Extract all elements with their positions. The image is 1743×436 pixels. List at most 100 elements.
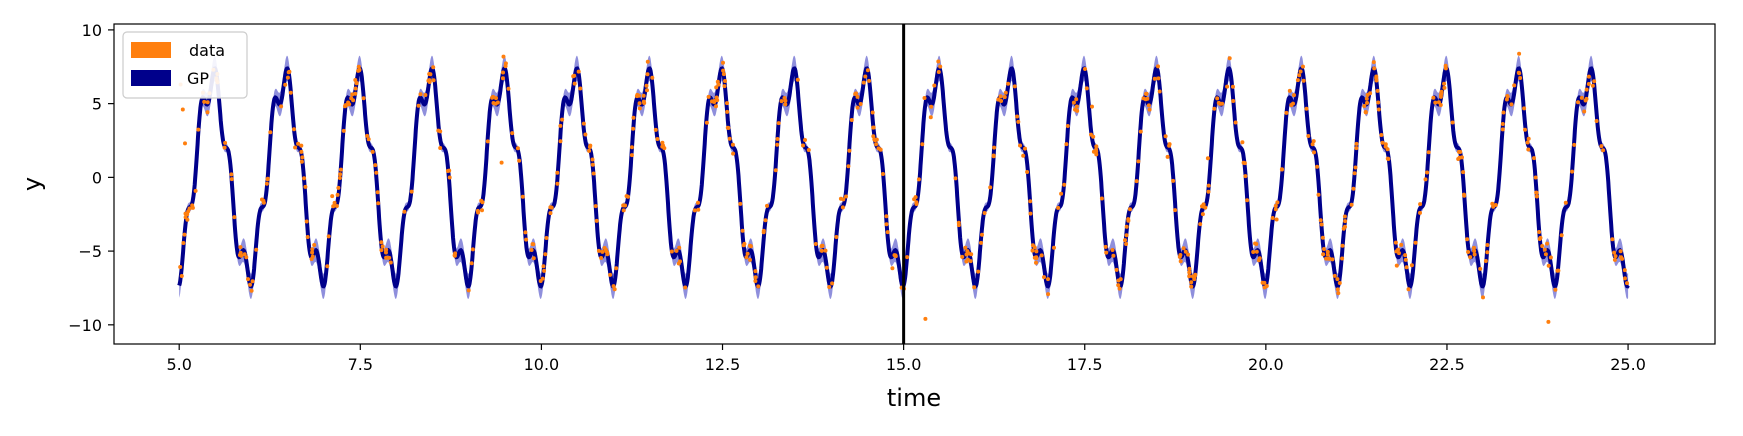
- data-point: [726, 126, 731, 130]
- data-point: [1559, 233, 1564, 238]
- data-point: [1016, 119, 1021, 124]
- data-point: [1326, 256, 1331, 261]
- data-point: [1187, 270, 1192, 275]
- data-point: [1403, 257, 1408, 262]
- data-point: [1613, 254, 1618, 259]
- data-point: [548, 211, 553, 216]
- data-point: [1156, 76, 1161, 81]
- data-point: [748, 257, 752, 262]
- data-point: [379, 240, 384, 245]
- data-point: [844, 194, 848, 199]
- data-point: [1409, 263, 1414, 268]
- data-point: [376, 201, 381, 206]
- data-point: [416, 103, 421, 108]
- data-point: [623, 203, 628, 208]
- data-point: [249, 288, 254, 293]
- data-point: [753, 279, 758, 283]
- data-point: [621, 208, 626, 213]
- data-point: [470, 247, 475, 252]
- data-point: [1418, 202, 1423, 207]
- data-point: [1126, 217, 1131, 222]
- data-point: [1178, 259, 1183, 264]
- data-point: [1200, 204, 1204, 209]
- data-point: [438, 146, 443, 150]
- data-point: [801, 143, 805, 148]
- data-point: [1375, 88, 1380, 93]
- data-point: [375, 190, 380, 195]
- data-point: [350, 92, 355, 97]
- legend-swatch-gp: [131, 70, 171, 86]
- data-point: [540, 276, 545, 281]
- data-point: [744, 255, 749, 260]
- legend-swatch-data: [131, 42, 171, 58]
- data-point: [1075, 108, 1080, 113]
- legend-label-data: data: [189, 41, 225, 60]
- data-point: [296, 141, 301, 146]
- data-point: [254, 247, 259, 252]
- data-point: [438, 129, 443, 134]
- data-point: [499, 160, 504, 165]
- data-point: [426, 78, 431, 83]
- data-point: [645, 59, 650, 64]
- data-point: [517, 158, 522, 163]
- data-point: [1146, 103, 1151, 108]
- data-point: [182, 232, 187, 237]
- data-point: [596, 248, 601, 253]
- data-point: [905, 255, 910, 260]
- data-point: [232, 215, 237, 220]
- data-point: [591, 171, 596, 176]
- data-point: [1349, 202, 1354, 207]
- data-point: [1034, 249, 1039, 254]
- data-point: [1134, 179, 1139, 184]
- data-point: [914, 200, 919, 205]
- data-point: [1245, 198, 1250, 203]
- data-point: [1241, 160, 1246, 165]
- data-point: [531, 256, 536, 261]
- data-point: [1318, 218, 1323, 223]
- data-point: [423, 93, 428, 97]
- data-point: [338, 172, 343, 177]
- data-point: [1301, 78, 1306, 83]
- data-point: [1163, 134, 1168, 139]
- data-point: [1332, 273, 1337, 278]
- data-point: [299, 149, 304, 154]
- data-point: [871, 125, 876, 130]
- data-point: [1594, 119, 1599, 123]
- data-point: [373, 163, 378, 168]
- data-point: [1534, 194, 1539, 199]
- data-point: [614, 266, 619, 271]
- data-point: [723, 79, 727, 83]
- data-point: [1490, 201, 1495, 206]
- data-point: [1233, 120, 1238, 125]
- data-point: [326, 234, 331, 239]
- data-point: [1546, 319, 1551, 324]
- data-point: [1231, 84, 1235, 89]
- data-point: [1103, 244, 1108, 249]
- data-point: [824, 265, 829, 270]
- data-point: [1472, 252, 1477, 257]
- data-point: [920, 142, 925, 147]
- data-point: [558, 123, 563, 128]
- data-point: [692, 208, 697, 213]
- data-point: [1254, 242, 1259, 246]
- data-point: [968, 259, 973, 264]
- data-point: [299, 159, 304, 164]
- data-point: [1056, 205, 1061, 210]
- x-tick-label: 25.0: [1610, 355, 1646, 374]
- data-point: [1532, 156, 1536, 161]
- data-point: [1545, 241, 1550, 246]
- data-point: [650, 75, 655, 80]
- data-point: [338, 167, 343, 172]
- data-point: [840, 205, 845, 210]
- data-point: [861, 80, 866, 85]
- data-point: [186, 209, 191, 214]
- data-point: [953, 176, 958, 181]
- data-point: [351, 98, 356, 103]
- data-point: [593, 204, 598, 209]
- data-point: [1393, 240, 1398, 245]
- data-point: [1618, 249, 1623, 254]
- data-point: [331, 204, 336, 209]
- data-point: [1563, 200, 1568, 205]
- data-point: [447, 175, 452, 180]
- data-point: [1316, 192, 1321, 197]
